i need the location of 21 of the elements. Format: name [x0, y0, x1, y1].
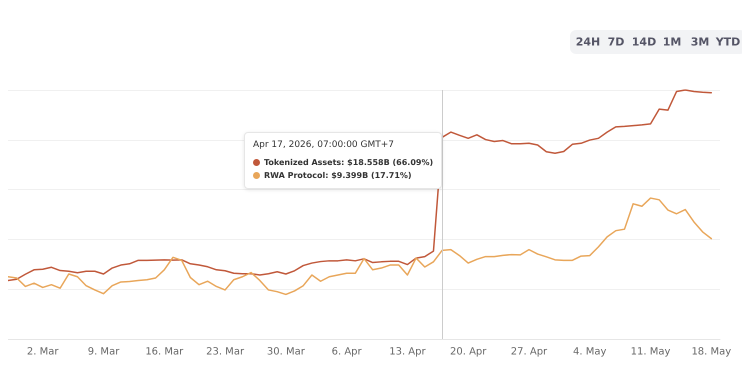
x-tick-label: 18. May: [691, 346, 732, 358]
annotation: RWA Protocol: $9.399B (17.71%): [264, 170, 412, 182]
x-tick-label: 30. Mar: [266, 346, 306, 358]
text: 24H: [576, 36, 600, 48]
text: 3M: [690, 36, 710, 48]
x-tick-label: 20. Apr: [450, 346, 488, 358]
annotation: Tokenized Assets: $18.558B (66.09%): [264, 157, 434, 169]
x-tick-label: 4. May: [573, 346, 607, 358]
text: 7D: [608, 36, 624, 48]
x-tick-label: 6. Apr: [332, 346, 363, 358]
annotation: Apr 17, 2026, 07:00:00 GMT+7: [253, 139, 396, 152]
x-tick-label: 16. Mar: [145, 346, 184, 358]
x-tick-label: 23. Mar: [206, 346, 245, 358]
text: 1M: [662, 36, 682, 48]
x-tick-label: 9. Mar: [88, 346, 120, 358]
x-tick-label: 11. May: [630, 346, 670, 358]
text: 14D: [632, 36, 656, 48]
x-tick-label: 2. Mar: [26, 346, 60, 358]
x-tick-label: 27. Apr: [510, 346, 548, 358]
text: YTD: [714, 36, 740, 48]
x-tick-label: 13. Apr: [389, 346, 426, 358]
